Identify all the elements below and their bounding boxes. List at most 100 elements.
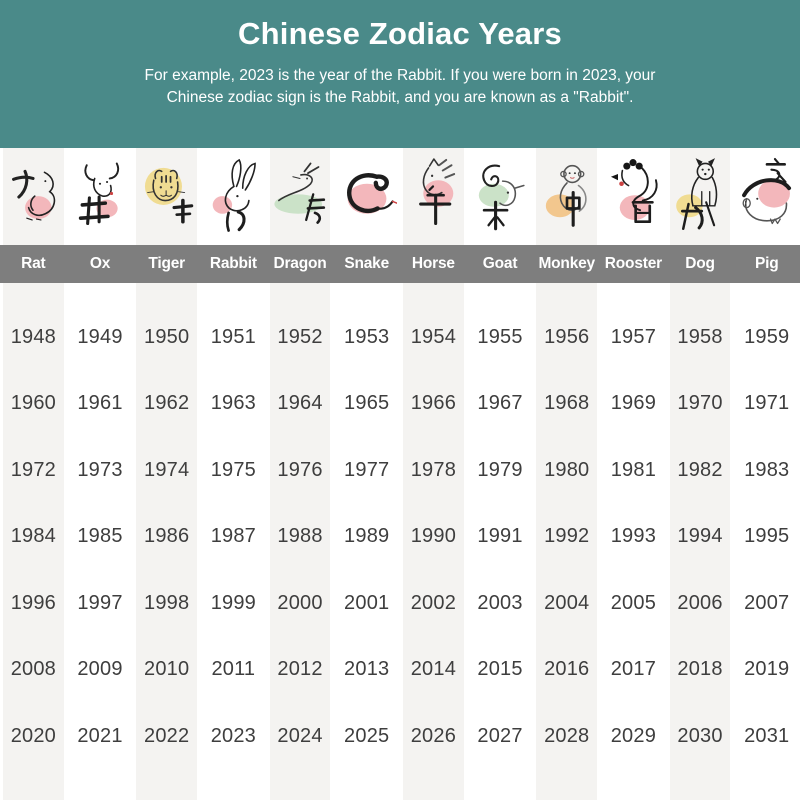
year-cell: 1957 [610,325,657,348]
year-cell: 2005 [610,591,657,614]
year-cell: 2029 [610,724,657,747]
year-cell: 2017 [610,658,657,681]
year-cell: 1952 [277,325,323,348]
zodiac-icon-cell [667,148,734,245]
year-cell: 1991 [477,525,523,548]
column-name-goat: Goat [482,255,518,272]
dragon-icon [270,153,330,241]
zodiac-icon-cell [133,148,200,245]
year-cell: 2019 [744,658,790,681]
year-cell: 1955 [477,325,523,348]
year-cell: 1975 [210,458,256,481]
monkey-icon [537,153,597,241]
year-cell: 1970 [677,392,723,415]
year-column-pig: 1959 1971 1983 1995 2007 2019 2031 [733,283,800,800]
year-cell: 1953 [344,325,390,348]
year-cell: 1966 [410,392,457,415]
year-cell: 1950 [144,325,190,348]
year-cell: 1978 [410,458,457,481]
year-cell: 2011 [211,658,256,681]
dog-icon [670,153,730,241]
year-cell: 1980 [544,458,590,481]
year-column-snake: 1953 1965 1977 1989 2001 2013 2025 [333,283,400,800]
year-cell: 1949 [77,325,123,348]
zodiac-icon-cell [67,148,134,245]
horse-icon [403,153,463,241]
year-cell: 2006 [677,591,723,614]
year-cell: 2027 [477,724,523,747]
year-cell: 1963 [210,392,256,415]
year-cell: 1993 [610,525,657,548]
year-cell: 2020 [10,724,56,747]
column-name-rat: Rat [21,255,46,272]
zodiac-icon-cell [0,148,67,245]
subtitle: For example, 2023 is the year of the Rab… [90,65,710,109]
rabbit-icon [203,153,263,241]
year-column-rabbit: 1951 1963 1975 1987 1999 2011 2023 [200,283,267,800]
pig-icon [737,153,797,241]
year-cell: 1988 [277,525,323,548]
year-cell: 1987 [210,525,256,548]
page-title: Chinese Zodiac Years [238,16,562,51]
zodiac-icon-cell [733,148,800,245]
year-cell: 1960 [10,392,56,415]
subtitle-line-2: Chinese zodiac sign is the Rabbit, and y… [166,89,634,106]
year-cell: 2004 [544,591,590,614]
year-cell: 1959 [744,325,790,348]
year-column-dragon: 1952 1964 1976 1988 2000 2012 2024 [267,283,334,800]
year-cell: 2003 [477,591,523,614]
year-cell: 1973 [77,458,123,481]
year-cell: 2002 [410,591,457,614]
year-cell: 2012 [277,658,323,681]
year-cell: 1971 [744,392,790,415]
year-cell: 2023 [210,724,256,747]
year-cell: 1994 [677,525,723,548]
year-cell: 1977 [344,458,390,481]
year-column-horse: 1954 1966 1978 1990 2002 2014 2026 [400,283,467,800]
year-cell: 2024 [277,724,323,747]
year-cell: 1979 [477,458,523,481]
header: Chinese Zodiac Years For example, 2023 i… [0,0,800,148]
year-cell: 2007 [744,591,790,614]
year-column-tiger: 1950 1962 1974 1986 1998 2010 2022 [133,283,200,800]
year-cell: 2010 [144,658,190,681]
year-cell: 1965 [344,392,390,415]
year-cell: 1990 [410,525,457,548]
year-column-dog: 1958 1970 1982 1994 2006 2018 2030 [667,283,734,800]
year-cell: 1998 [144,591,190,614]
rat-icon [3,153,63,241]
zodiac-names-row: Rat Ox Tiger Rabbit Dragon Snake Horse G… [0,245,800,283]
snake-icon [337,153,397,241]
year-column-rat: 1948 1960 1972 1984 1996 2008 2020 [0,283,67,800]
zodiac-icon-cell [467,148,534,245]
column-name-dragon: Dragon [273,255,327,272]
year-cell: 1968 [544,392,590,415]
column-name-ox: Ox [89,255,111,272]
zodiac-years-grid: 1948 1960 1972 1984 1996 2008 2020 1949 1961 197… [0,283,800,800]
year-cell: 1958 [677,325,723,348]
column-name-horse: Horse [411,255,455,272]
year-cell: 2009 [77,658,123,681]
year-column-goat: 1955 1967 1979 1991 2003 2015 2027 [467,283,534,800]
ox-icon [70,153,130,241]
year-cell: 1962 [144,392,190,415]
zodiac-icon-cell [200,148,267,245]
tiger-icon [137,153,197,241]
year-cell: 2021 [77,724,123,747]
year-column-rooster: 1957 1969 1981 1993 2005 2017 2029 [600,283,667,800]
year-cell: 1992 [544,525,590,548]
zodiac-icon-cell [267,148,334,245]
year-cell: 2014 [410,658,457,681]
year-cell: 2026 [410,724,457,747]
zodiac-icons-row [0,148,800,245]
year-cell: 2028 [544,724,590,747]
zodiac-icon-cell [600,148,667,245]
year-cell: 2031 [744,724,790,747]
subtitle-line-1: For example, 2023 is the year of the Rab… [144,67,656,84]
year-column-monkey: 1956 1968 1980 1992 2004 2016 2028 [533,283,600,800]
year-cell: 1995 [744,525,790,548]
year-cell: 1951 [210,325,256,348]
year-cell: 1982 [677,458,723,481]
year-cell: 2008 [10,658,56,681]
year-cell: 2018 [677,658,723,681]
